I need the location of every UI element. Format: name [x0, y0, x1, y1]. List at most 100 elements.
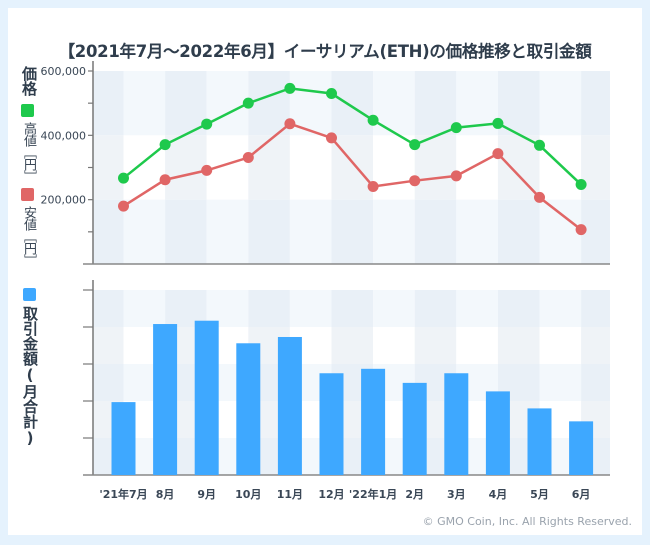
- low-legend-label: 安値［円］: [21, 206, 36, 266]
- price-bg-cell: [497, 71, 540, 136]
- price-bg-cell: [497, 199, 540, 264]
- x-tick-label: '21年7月: [99, 487, 147, 501]
- volume-bg-cell: [373, 290, 415, 327]
- price-bg-cell: [414, 135, 457, 200]
- high-price-point: [492, 117, 504, 129]
- high-price-point: [201, 118, 213, 130]
- price-bg-cell: [248, 199, 290, 264]
- price-bg-cell: [93, 199, 124, 264]
- price-bg-cell: [539, 199, 582, 264]
- x-tick-label: 2月: [405, 488, 424, 501]
- volume-bg-cell: [539, 290, 582, 327]
- low-price-point: [242, 152, 254, 164]
- volume-bar: [569, 421, 594, 475]
- low-price-point: [284, 118, 296, 130]
- price-bg-cell: [248, 71, 290, 136]
- volume-bg-cell: [456, 290, 498, 327]
- volume-bar: [277, 336, 302, 475]
- volume-legend-marker: [23, 288, 36, 301]
- volume-bg-cell: [539, 327, 582, 364]
- x-tick-label: 5月: [530, 488, 549, 501]
- price-bg-cell: [414, 199, 457, 264]
- volume-bar: [319, 373, 344, 475]
- price-y-tick-label: 200,000: [41, 194, 87, 207]
- x-tick-label: 9月: [197, 488, 216, 501]
- price-bg-cell: [581, 71, 610, 136]
- price-bg-cell: [456, 135, 498, 200]
- x-tick-label: 4月: [489, 488, 508, 501]
- price-bg-cell: [373, 135, 415, 200]
- high-price-point: [284, 82, 296, 94]
- price-y-tick-label: 400,000: [41, 129, 87, 142]
- charts-svg: 200,000 400,000 600,000 '21年7月 8月 9月 10月 11月 12月…: [41, 61, 610, 501]
- high-price-point: [367, 114, 379, 126]
- low-price-point: [534, 191, 545, 203]
- x-tick-label: 6月: [572, 488, 591, 501]
- price-bg-cell: [289, 135, 332, 200]
- x-tick-label: 10月: [235, 488, 261, 501]
- high-price-line: [122, 87, 582, 186]
- low-price-point: [367, 180, 379, 192]
- high-price-point: [409, 139, 421, 151]
- volume-bg-cell: [93, 327, 124, 364]
- price-bg-cell: [93, 135, 124, 200]
- price-bg-cell: [456, 199, 498, 264]
- price-axis-label: 価格: [20, 66, 38, 96]
- price-bg-cell: [123, 135, 166, 200]
- volume-bar: [444, 373, 469, 475]
- low-price-point: [326, 132, 337, 144]
- price-bg-cell: [414, 71, 457, 136]
- volume-bar: [527, 408, 552, 475]
- volume-bg-cell: [123, 290, 166, 327]
- volume-bg-cell: [414, 290, 457, 327]
- high-legend-marker: [21, 104, 34, 117]
- volume-bar: [361, 368, 386, 475]
- high-price-point: [534, 139, 545, 151]
- volume-bg-cell: [289, 290, 332, 327]
- high-price-point: [159, 139, 171, 151]
- price-bg-cell: [123, 199, 166, 264]
- volume-bg-cell: [331, 327, 374, 364]
- low-price-point: [409, 175, 421, 187]
- volume-bar: [485, 391, 510, 475]
- chart-card: 【2021年7月〜2022年6月】イーサリアム(ETH)の価格推移と取引金額 価…: [8, 8, 642, 535]
- price-bg-cell: [165, 199, 207, 264]
- volume-legend-label: 取引金額(月合計): [21, 306, 39, 447]
- price-bg-cell: [206, 199, 249, 264]
- price-bg-cell: [165, 135, 207, 200]
- volume-bg-cell: [93, 364, 124, 401]
- x-tick-label: 8月: [156, 488, 175, 501]
- volume-bar: [194, 320, 219, 475]
- high-price-point: [575, 179, 587, 191]
- low-price-point: [492, 148, 504, 160]
- low-price-point: [201, 164, 213, 176]
- volume-bg-cell: [331, 290, 374, 327]
- price-bg-cell: [539, 135, 582, 200]
- x-tick-label: 11月: [277, 488, 303, 501]
- volume-bg-cell: [581, 364, 610, 401]
- volume-bg-cell: [414, 327, 457, 364]
- volume-bg-cell: [93, 290, 124, 327]
- price-bg-cell: [581, 135, 610, 200]
- price-bg-cell: [123, 71, 166, 136]
- high-price-point: [118, 172, 129, 184]
- low-price-point: [450, 170, 462, 182]
- low-price-point: [159, 174, 171, 186]
- high-legend-label: 高値［円］: [21, 122, 36, 182]
- volume-bg-cell: [456, 327, 498, 364]
- volume-bar: [402, 382, 427, 475]
- volume-bg-cell: [581, 327, 610, 364]
- low-price-line: [122, 122, 582, 231]
- high-price-point: [242, 97, 254, 109]
- high-price-point: [450, 122, 462, 134]
- volume-bg-cell: [497, 327, 540, 364]
- x-tick-label: '22年1月: [349, 487, 397, 501]
- price-bg-cell: [248, 135, 290, 200]
- copyright: © GMO Coin, Inc. All Rights Reserved.: [422, 515, 632, 528]
- volume-bar: [153, 324, 178, 475]
- x-tick-label: 3月: [447, 488, 466, 501]
- price-bg-cell: [331, 199, 374, 264]
- volume-bar: [111, 402, 136, 475]
- volume-bg-cell: [581, 290, 610, 327]
- high-price-point: [326, 88, 337, 100]
